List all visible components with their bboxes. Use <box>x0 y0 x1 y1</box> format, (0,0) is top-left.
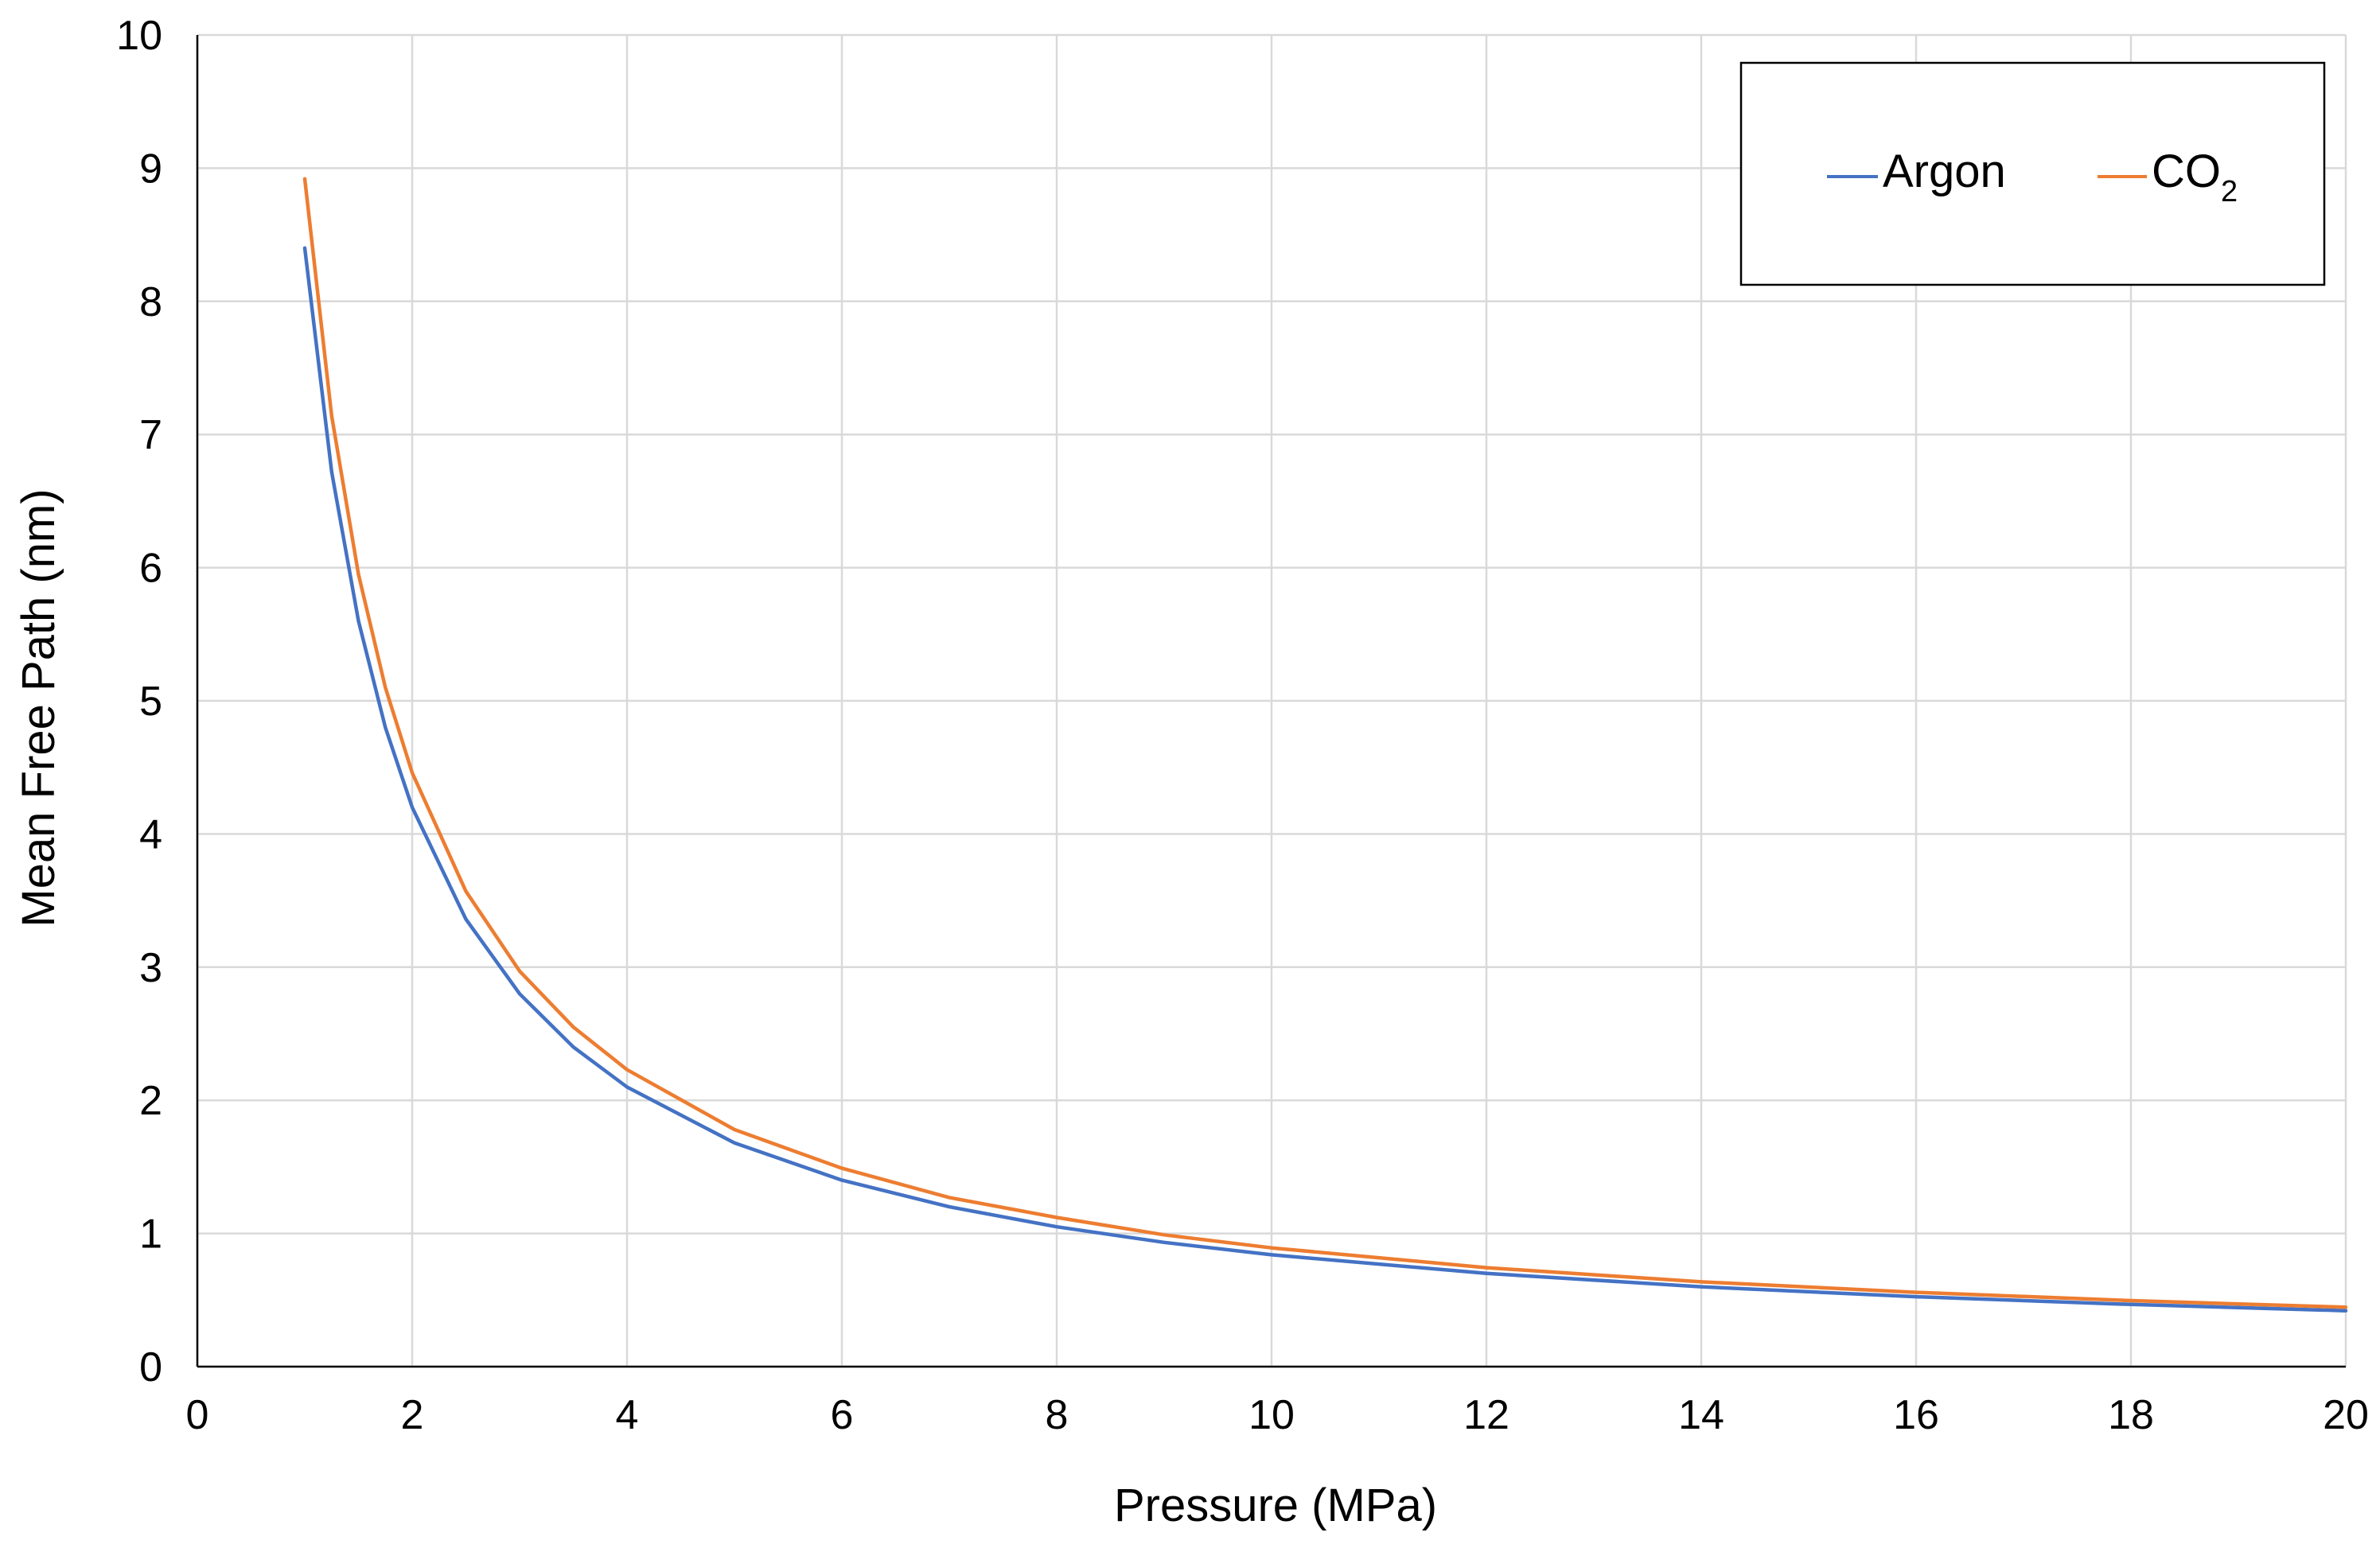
y-tick-label: 8 <box>139 279 162 325</box>
legend-label-co2: CO2 <box>2152 146 2238 208</box>
x-axis-title: Pressure (MPa) <box>1114 1480 1437 1531</box>
y-tick-label: 7 <box>139 412 162 458</box>
y-tick-label: 10 <box>116 13 162 59</box>
legend-box <box>1739 61 2326 286</box>
legend: Argon CO2 <box>1739 61 2326 286</box>
x-tick-label: 18 <box>2108 1392 2154 1438</box>
x-tick-label: 4 <box>616 1392 639 1438</box>
x-tick-label: 20 <box>2323 1392 2369 1438</box>
y-tick-label: 9 <box>139 146 162 192</box>
x-tick-label: 16 <box>1893 1392 1939 1438</box>
y-tick-label: 3 <box>139 945 162 991</box>
x-tick-label: 14 <box>1678 1392 1724 1438</box>
y-tick-label: 4 <box>139 811 162 858</box>
y-axis-title: Mean Free Path (nm) <box>13 488 64 927</box>
x-tick-label: 2 <box>401 1392 424 1438</box>
y-tick-label: 1 <box>139 1212 162 1258</box>
x-tick-label: 6 <box>831 1392 854 1438</box>
x-tick-label: 0 <box>186 1392 209 1438</box>
x-tick-label: 8 <box>1046 1392 1069 1438</box>
axes <box>196 35 2346 1368</box>
series-line-co2 <box>302 177 2348 1309</box>
y-tick-label: 5 <box>139 679 162 725</box>
series-line-argon <box>302 246 2348 1313</box>
x-tick-label: 10 <box>1248 1392 1295 1438</box>
series-lines <box>302 177 2348 1313</box>
x-tick-label: 12 <box>1463 1392 1509 1438</box>
y-tick-label: 2 <box>139 1078 162 1124</box>
legend-label-argon: Argon <box>1883 146 2006 197</box>
y-tick-label: 6 <box>139 546 162 592</box>
y-tick-label: 0 <box>139 1344 162 1390</box>
